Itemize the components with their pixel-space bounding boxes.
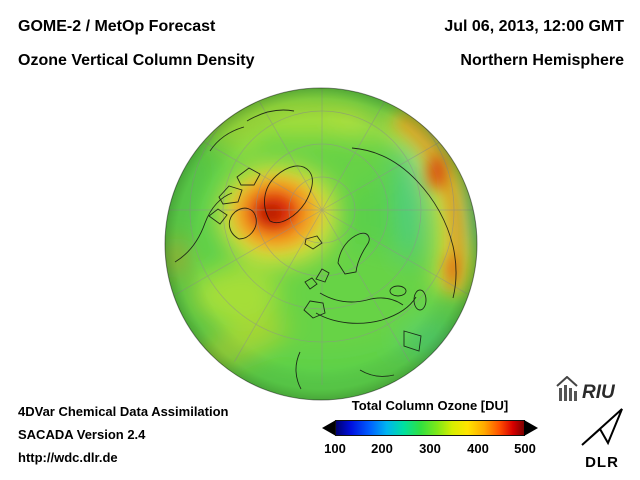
colorbar-tick: 400 (467, 441, 489, 456)
globe-rim (164, 87, 478, 401)
colorbar-tick: 200 (371, 441, 393, 456)
colorbar-title: Total Column Ozone [DU] (351, 398, 509, 413)
region-label: Northern Hemisphere (460, 52, 624, 69)
colorbar-left-arrow-icon (322, 420, 336, 436)
dlr-logo-label: DLR (585, 454, 619, 471)
version-label: SACADA Version 2.4 (18, 427, 146, 442)
datetime-label: Jul 06, 2013, 12:00 GMT (444, 18, 624, 35)
dlr-logo: DLR (572, 406, 632, 471)
wdc-url: http://wdc.dlr.de (18, 450, 118, 465)
riu-logo: RIU (556, 376, 615, 402)
riu-logo-label: RIU (582, 382, 615, 403)
colorbar: Total Column Ozone [DU] 100 200 300 400 … (322, 398, 538, 457)
colorbar-gradient (335, 420, 525, 436)
header-left: GOME-2 / MetOp Forecast Ozone Vertical C… (18, 10, 255, 78)
colorbar-ticks: 100 200 300 400 500 (322, 441, 538, 457)
colorbar-tick: 100 (324, 441, 346, 456)
colorbar-right-arrow-icon (524, 420, 538, 436)
riu-logo-icon (556, 376, 578, 401)
colorbar-bar (322, 420, 538, 436)
footer-credits: 4DVar Chemical Data Assimilation SACADA … (18, 400, 229, 469)
product-title: GOME-2 / MetOp Forecast (18, 18, 216, 35)
quantity-title: Ozone Vertical Column Density (18, 52, 255, 69)
colorbar-tick: 300 (419, 441, 441, 456)
header-right: Jul 06, 2013, 12:00 GMT Northern Hemisph… (444, 10, 624, 78)
assimilation-label: 4DVar Chemical Data Assimilation (18, 404, 229, 419)
dlr-logo-icon (581, 408, 623, 446)
colorbar-tick: 500 (514, 441, 536, 456)
